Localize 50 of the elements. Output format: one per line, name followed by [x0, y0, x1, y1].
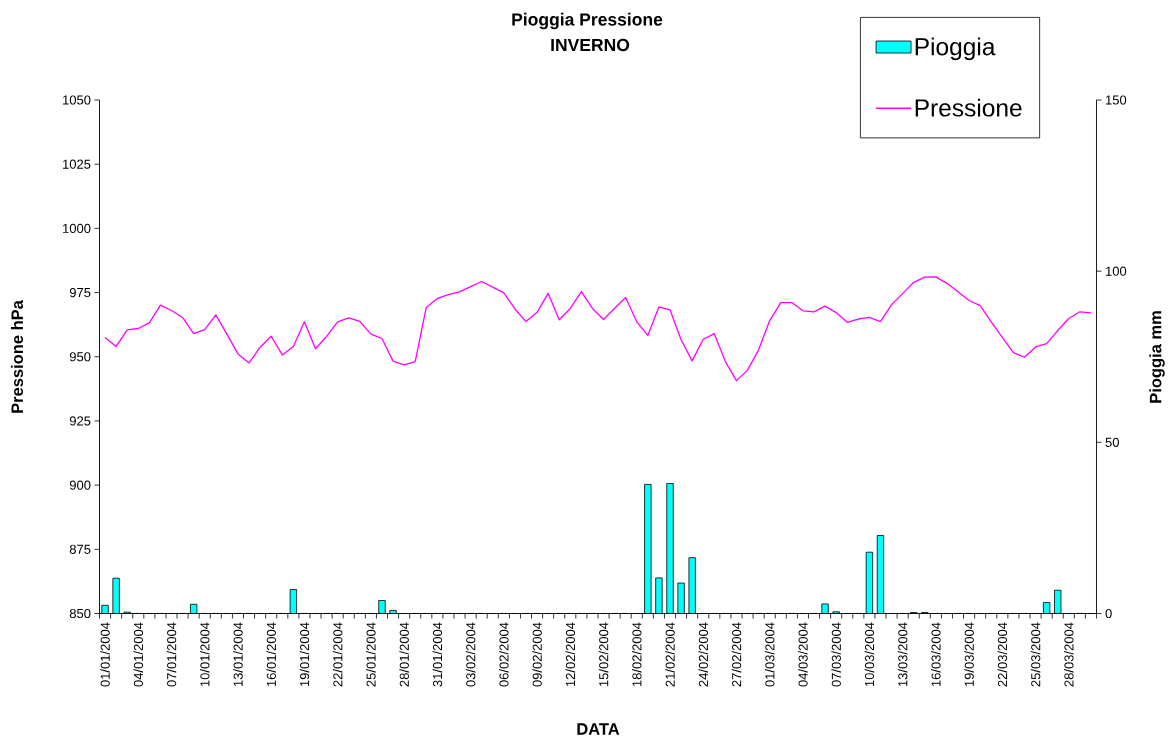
- chart-subtitle: INVERNO: [551, 38, 630, 52]
- x-tick-label: 13/03/2004: [897, 622, 908, 687]
- x-tick-label: 13/01/2004: [233, 622, 243, 687]
- x-tick-label: 04/01/2004: [133, 622, 144, 687]
- x-tick-label: 07/03/2004: [831, 622, 841, 687]
- x-tick-label: 12/02/2004: [565, 622, 576, 687]
- x-tick-label: 27/02/2004: [731, 622, 742, 687]
- y-tick-label: 875: [69, 544, 91, 554]
- x-tick-label: 25/01/2004: [366, 622, 376, 687]
- x-tick-label: 19/01/2004: [299, 622, 310, 687]
- x-tick-label: 22/01/2004: [332, 622, 343, 687]
- x-tick-label: 28/03/2004: [1064, 622, 1074, 687]
- y-axis-title: Pressione hPa: [10, 300, 24, 413]
- x-tick-label: 22/03/2004: [997, 622, 1008, 687]
- x-tick-label: 07/01/2004: [166, 622, 177, 687]
- x-axis-title: DATA: [577, 723, 620, 735]
- legend-label: Pressione: [915, 98, 1022, 117]
- x-tick-label: 06/02/2004: [499, 622, 509, 687]
- y-tick-label: 850: [69, 608, 91, 619]
- x-tick-label: 15/02/2004: [598, 622, 609, 687]
- x-tick-label: 09/02/2004: [532, 622, 542, 687]
- x-tick-label: 19/03/2004: [964, 622, 974, 687]
- legend-label: Pioggia: [915, 37, 996, 61]
- x-tick-label: 21/02/2004: [665, 622, 675, 687]
- y-tick-label: 1025: [63, 159, 91, 169]
- y-tick-label: 1000: [63, 223, 91, 233]
- x-tick-label: 31/01/2004: [432, 622, 443, 687]
- x-tick-label: 28/01/2004: [399, 622, 409, 687]
- x-tick-label: 24/02/2004: [698, 622, 709, 687]
- y2-tick-label: 50: [1105, 437, 1119, 447]
- chart-title: Pioggia Pressione: [512, 12, 663, 30]
- x-tick-label: 10/01/2004: [199, 622, 210, 687]
- y2-tick-label: 0: [1105, 608, 1112, 619]
- x-tick-label: 18/02/2004: [631, 622, 642, 687]
- y-tick-label: 925: [69, 416, 91, 426]
- y2-tick-label: 100: [1106, 266, 1127, 276]
- y-tick-label: 1050: [63, 95, 91, 105]
- y2-axis-title: Pioggia mm: [1149, 311, 1165, 403]
- x-tick-label: 16/03/2004: [931, 622, 941, 687]
- y-tick-label: 975: [69, 287, 91, 298]
- x-tick-label: 04/03/2004: [798, 622, 808, 687]
- x-tick-label: 01/01/2004: [100, 622, 110, 687]
- y2-tick-label: 150: [1106, 95, 1127, 105]
- y-tick-label: 900: [69, 480, 91, 490]
- x-tick-label: 03/02/2004: [465, 622, 476, 687]
- y-tick-label: 950: [69, 352, 91, 362]
- x-tick-label: 01/03/2004: [764, 622, 775, 687]
- x-tick-label: 25/03/2004: [1030, 622, 1041, 687]
- x-tick-label: 10/03/2004: [864, 622, 875, 687]
- x-tick-label: 16/01/2004: [266, 622, 276, 687]
